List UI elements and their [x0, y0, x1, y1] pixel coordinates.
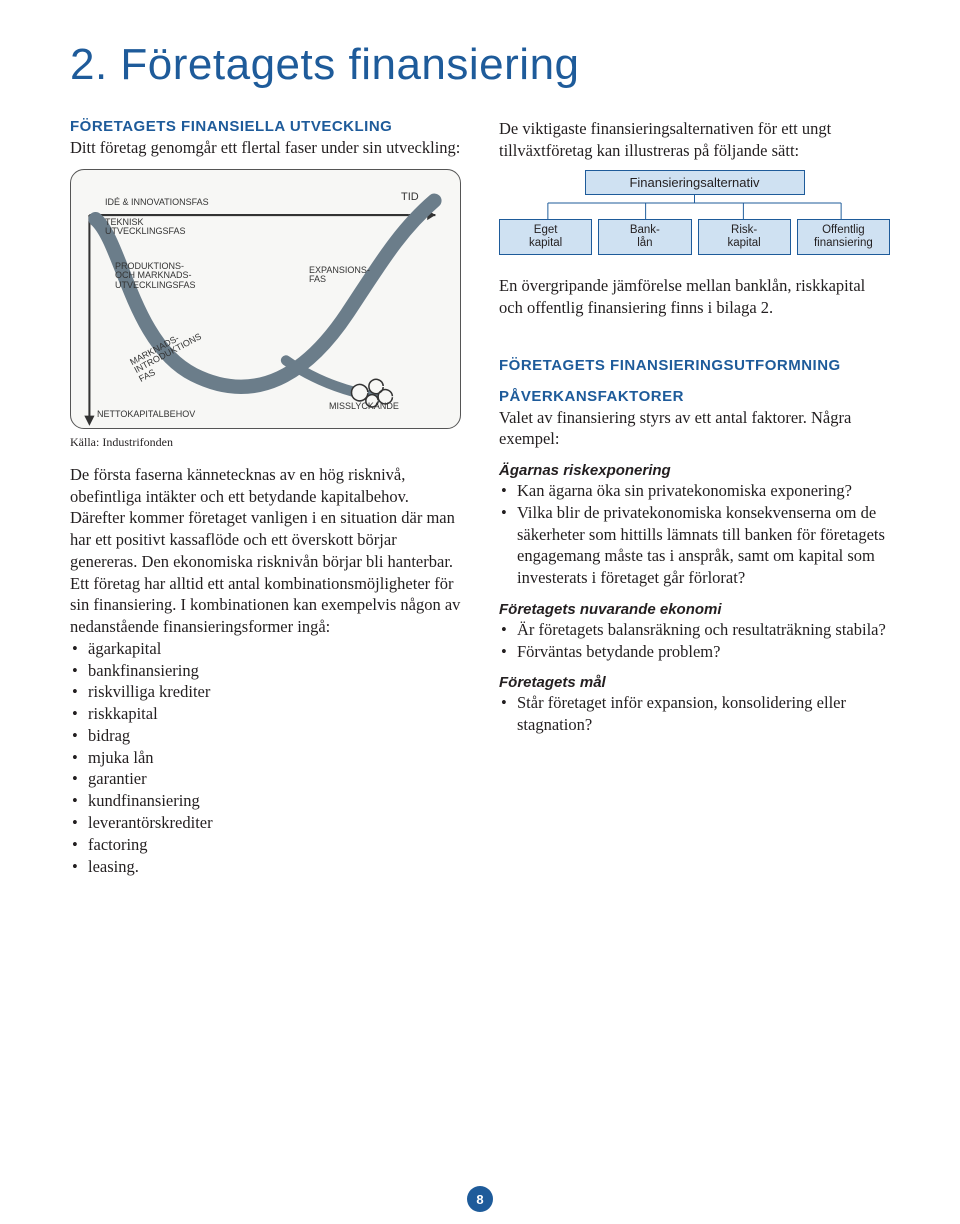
sketch-label-tid: TID [401, 192, 419, 204]
list-item: garantier [88, 768, 461, 790]
list-item: leverantörskrediter [88, 812, 461, 834]
list-item: ägarkapital [88, 638, 461, 660]
tree-child-bank: Bank- lån [598, 219, 691, 255]
para-comparison: En övergripande jämförelse mellan banklå… [499, 275, 890, 319]
para-intro-right: De viktigaste finansieringsalternativen … [499, 118, 890, 162]
sketch-label-ide: IDÉ & INNOVATIONSFAS [105, 198, 209, 207]
section-heading-faktorer: PÅVERKANSFAKTORER [499, 388, 890, 405]
list-item: bankfinansiering [88, 660, 461, 682]
tree-child-eget: Eget kapital [499, 219, 592, 255]
sketch-label-teknisk: TEKNISK UTVECKLINGSFAS [105, 218, 186, 237]
subheading-mal: Företagets mål [499, 674, 890, 691]
page-number-badge: 8 [467, 1186, 493, 1212]
list-item: Kan ägarna öka sin privatekonomiska expo… [517, 480, 890, 502]
list-item: riskvilliga krediter [88, 681, 461, 703]
list-item: Är företagets balansräkning och resultat… [517, 619, 890, 641]
list-item: bidrag [88, 725, 461, 747]
sketch-label-misslyck: MISSLYCKANDE [329, 402, 399, 411]
phase-sketch: IDÉ & INNOVATIONSFAS TEKNISK UTVECKLINGS… [70, 169, 461, 429]
tree-root-box: Finansieringsalternativ [585, 170, 805, 195]
sketch-label-expansion: EXPANSIONS- FAS [309, 266, 370, 285]
subheading-ekonomi: Företagets nuvarande ekonomi [499, 601, 890, 618]
list-item: factoring [88, 834, 461, 856]
tree-connectors [499, 195, 890, 219]
para-faktorer: Valet av finansiering styrs av ett antal… [499, 407, 890, 451]
sketch-caption: Källa: Industrifonden [70, 435, 461, 450]
list-item: riskkapital [88, 703, 461, 725]
para-phases: De första faserna kännetecknas av en hög… [70, 464, 461, 638]
agarnas-list: Kan ägarna öka sin privatekonomiska expo… [499, 480, 890, 589]
left-column: FÖRETAGETS FINANSIELLA UTVECKLING Ditt f… [70, 118, 461, 877]
tree-child-risk: Risk- kapital [698, 219, 791, 255]
sketch-svg [71, 170, 460, 429]
financing-forms-list: ägarkapital bankfinansiering riskvilliga… [70, 638, 461, 877]
right-column: De viktigaste finansieringsalternativen … [499, 118, 890, 877]
list-item: Står företaget inför expansion, konsolid… [517, 692, 890, 736]
tree-children-row: Eget kapital Bank- lån Risk- kapital Off… [499, 219, 890, 255]
list-item: leasing. [88, 856, 461, 878]
tree-child-offentlig: Offentlig finansiering [797, 219, 890, 255]
para-intro-left: Ditt företag genomgår ett flertal faser … [70, 137, 461, 159]
mal-list: Står företaget inför expansion, konsolid… [499, 692, 890, 736]
list-item: kundfinansiering [88, 790, 461, 812]
list-item: mjuka lån [88, 747, 461, 769]
page-title: 2. Företagets finansiering [70, 40, 890, 90]
section-heading-utformning: FÖRETAGETS FINANSIERINGSUTFORMNING [499, 357, 890, 374]
sketch-label-netto: NETTOKAPITALBEHOV [97, 410, 195, 419]
two-column-layout: FÖRETAGETS FINANSIELLA UTVECKLING Ditt f… [70, 118, 890, 877]
sketch-label-prod: PRODUKTIONS- OCH MARKNADS- UTVECKLINGSFA… [115, 262, 196, 290]
list-item: Förväntas betydande problem? [517, 641, 890, 663]
section-heading-utveckling: FÖRETAGETS FINANSIELLA UTVECKLING [70, 118, 461, 135]
subheading-agarnas: Ägarnas riskexponering [499, 462, 890, 479]
financing-tree-diagram: Finansieringsalternativ Eget kapital Ban… [499, 170, 890, 255]
list-item: Vilka blir de privatekonomiska konsekven… [517, 502, 890, 589]
ekonomi-list: Är företagets balansräkning och resultat… [499, 619, 890, 663]
